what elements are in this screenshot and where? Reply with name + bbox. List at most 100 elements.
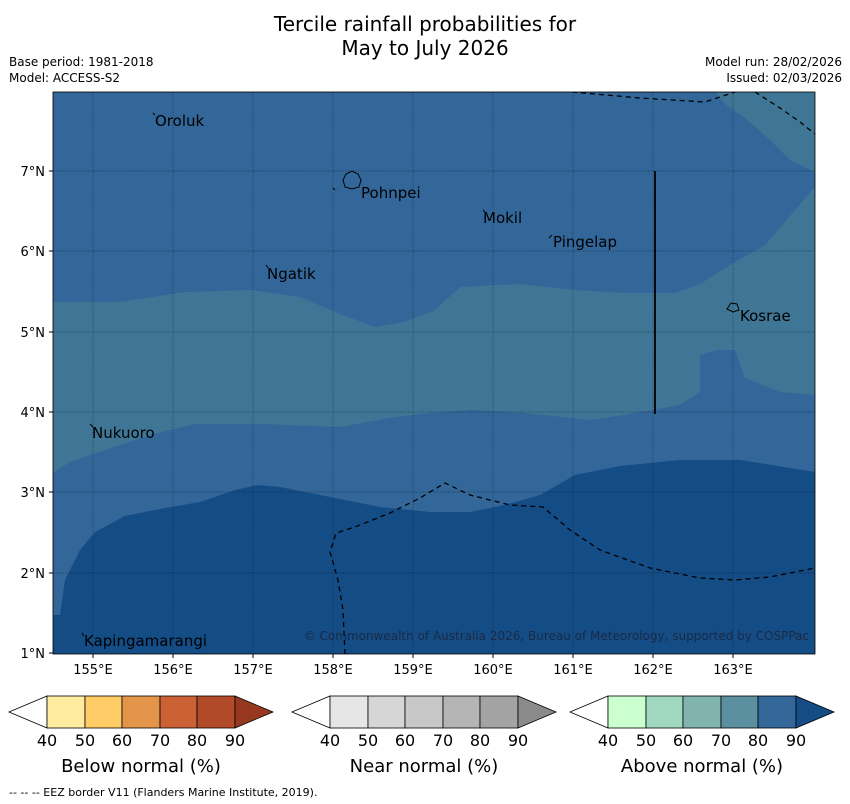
latitude-labels: 7°N 6°N 5°N 4°N 3°N 2°N 1°N xyxy=(21,165,46,662)
legend-near-ticks: 40 50 60 70 80 90 xyxy=(320,731,528,750)
below-tick: 60 xyxy=(112,731,132,750)
kapinga-mark xyxy=(81,632,85,637)
label-pohnpei: Pohnpei xyxy=(361,184,421,202)
near-tick: 80 xyxy=(470,731,490,750)
below-swatch-4 xyxy=(159,695,198,729)
band-above-70-corner xyxy=(715,92,815,172)
near-swatch-3 xyxy=(404,695,444,729)
below-tick: 80 xyxy=(187,731,207,750)
base-period-text: Base period: 1981-2018 xyxy=(9,55,154,69)
near-swatch-0 xyxy=(290,695,331,729)
near-swatch-6 xyxy=(517,695,558,729)
longitude-labels: 155°E 156°E 157°E 158°E 159°E 160°E 161°… xyxy=(73,663,753,678)
above-swatch-1 xyxy=(607,695,647,729)
lon-label: 163°E xyxy=(713,663,753,678)
below-swatch-0 xyxy=(7,695,48,729)
above-swatch-4 xyxy=(720,695,759,729)
ngatik-island xyxy=(332,187,336,191)
model-run-text: Model run: 28/02/2026 xyxy=(704,55,842,69)
above-tick: 90 xyxy=(786,731,806,750)
near-swatch-5 xyxy=(479,695,519,729)
label-oroluk: Oroluk xyxy=(155,112,204,130)
lat-label: 1°N xyxy=(21,647,46,662)
label-nukuoro: Nukuoro xyxy=(92,424,155,442)
lon-label: 158°E xyxy=(313,663,353,678)
below-swatch-1 xyxy=(46,695,86,729)
below-tick: 90 xyxy=(225,731,245,750)
above-tick: 70 xyxy=(711,731,731,750)
lat-label: 7°N xyxy=(21,165,46,180)
meta-left: Base period: 1981-2018 Model: ACCESS-S2 xyxy=(9,54,154,86)
below-swatch-2 xyxy=(84,695,123,729)
lon-label: 157°E xyxy=(233,663,273,678)
near-swatch-4 xyxy=(442,695,481,729)
near-swatch-1 xyxy=(329,695,369,729)
meta-right: Model run: 28/02/2026 Issued: 02/03/2026 xyxy=(705,54,842,86)
eez-border xyxy=(329,92,815,654)
near-tick: 40 xyxy=(320,731,340,750)
eez-footnote: -- -- -- EEZ border V11 (Flanders Marine… xyxy=(9,786,318,799)
probability-field: Oroluk Pohnpei Mokil Pingelap Ngatik Kos… xyxy=(53,92,815,654)
map-frame xyxy=(52,91,816,655)
below-tick: 50 xyxy=(75,731,95,750)
lat-label: 3°N xyxy=(21,486,46,501)
above-tick: 40 xyxy=(598,731,618,750)
axis-ticks xyxy=(49,170,734,658)
pohnpei-island xyxy=(342,170,362,190)
label-pingelap: Pingelap xyxy=(553,233,617,251)
pingelap-island xyxy=(548,234,553,239)
near-tick: 70 xyxy=(433,731,453,750)
near-swatch-2 xyxy=(367,695,406,729)
graticule xyxy=(53,92,815,654)
lon-label: 160°E xyxy=(473,663,513,678)
label-kapingamarangi: Kapingamarangi xyxy=(84,632,207,650)
near-tick: 90 xyxy=(508,731,528,750)
above-tick: 50 xyxy=(636,731,656,750)
legend-below-title: Below normal (%) xyxy=(61,756,221,777)
map-title-line2: May to July 2026 xyxy=(341,36,509,60)
model-text: Model: ACCESS-S2 xyxy=(9,71,121,85)
issued-text: Issued: 02/03/2026 xyxy=(726,71,842,85)
near-tick: 50 xyxy=(358,731,378,750)
band-above-70-belt xyxy=(53,187,815,473)
kosrae-island xyxy=(726,302,740,313)
lon-label: 155°E xyxy=(73,663,113,678)
label-kosrae: Kosrae xyxy=(740,307,791,325)
below-tick: 70 xyxy=(150,731,170,750)
lon-label: 161°E xyxy=(553,663,593,678)
copyright-text: © Commonwealth of Australia 2026, Bureau… xyxy=(304,629,809,643)
mokil-island xyxy=(482,209,486,213)
lat-label: 2°N xyxy=(21,567,46,582)
legend-above-ticks: 40 50 60 70 80 90 xyxy=(598,731,806,750)
legend-near-title: Near normal (%) xyxy=(350,756,499,777)
above-swatch-2 xyxy=(645,695,684,729)
above-tick: 60 xyxy=(673,731,693,750)
legend-above-title: Above normal (%) xyxy=(621,756,783,777)
legend-near-normal xyxy=(290,695,558,729)
above-swatch-6 xyxy=(795,695,836,729)
below-swatch-5 xyxy=(196,695,236,729)
above-tick: 80 xyxy=(748,731,768,750)
islands xyxy=(81,112,740,637)
map-title: Tercile rainfall probabilities for May t… xyxy=(0,12,850,60)
near-tick: 60 xyxy=(395,731,415,750)
below-swatch-3 xyxy=(121,695,161,729)
legend-below-normal xyxy=(7,695,275,729)
lat-label: 4°N xyxy=(21,406,46,421)
nukuoro-mark xyxy=(89,423,94,428)
map-title-line1: Tercile rainfall probabilities for xyxy=(273,12,577,36)
oroluk-island xyxy=(152,112,156,116)
lon-label: 162°E xyxy=(633,663,673,678)
lon-label: 159°E xyxy=(393,663,433,678)
ngatik-mark xyxy=(265,264,269,269)
above-swatch-5 xyxy=(757,695,797,729)
label-ngatik: Ngatik xyxy=(267,265,316,283)
label-mokil: Mokil xyxy=(483,209,522,227)
above-swatch-0 xyxy=(568,695,609,729)
lat-label: 6°N xyxy=(21,245,46,260)
lat-label: 5°N xyxy=(21,326,46,341)
above-swatch-3 xyxy=(682,695,722,729)
below-swatch-6 xyxy=(234,695,275,729)
legend-below-ticks: 40 50 60 70 80 90 xyxy=(37,731,245,750)
